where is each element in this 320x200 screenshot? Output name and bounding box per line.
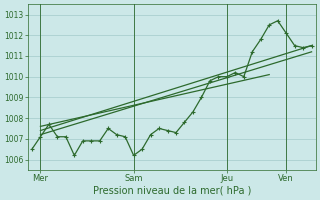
X-axis label: Pression niveau de la mer( hPa ): Pression niveau de la mer( hPa )	[92, 186, 251, 196]
